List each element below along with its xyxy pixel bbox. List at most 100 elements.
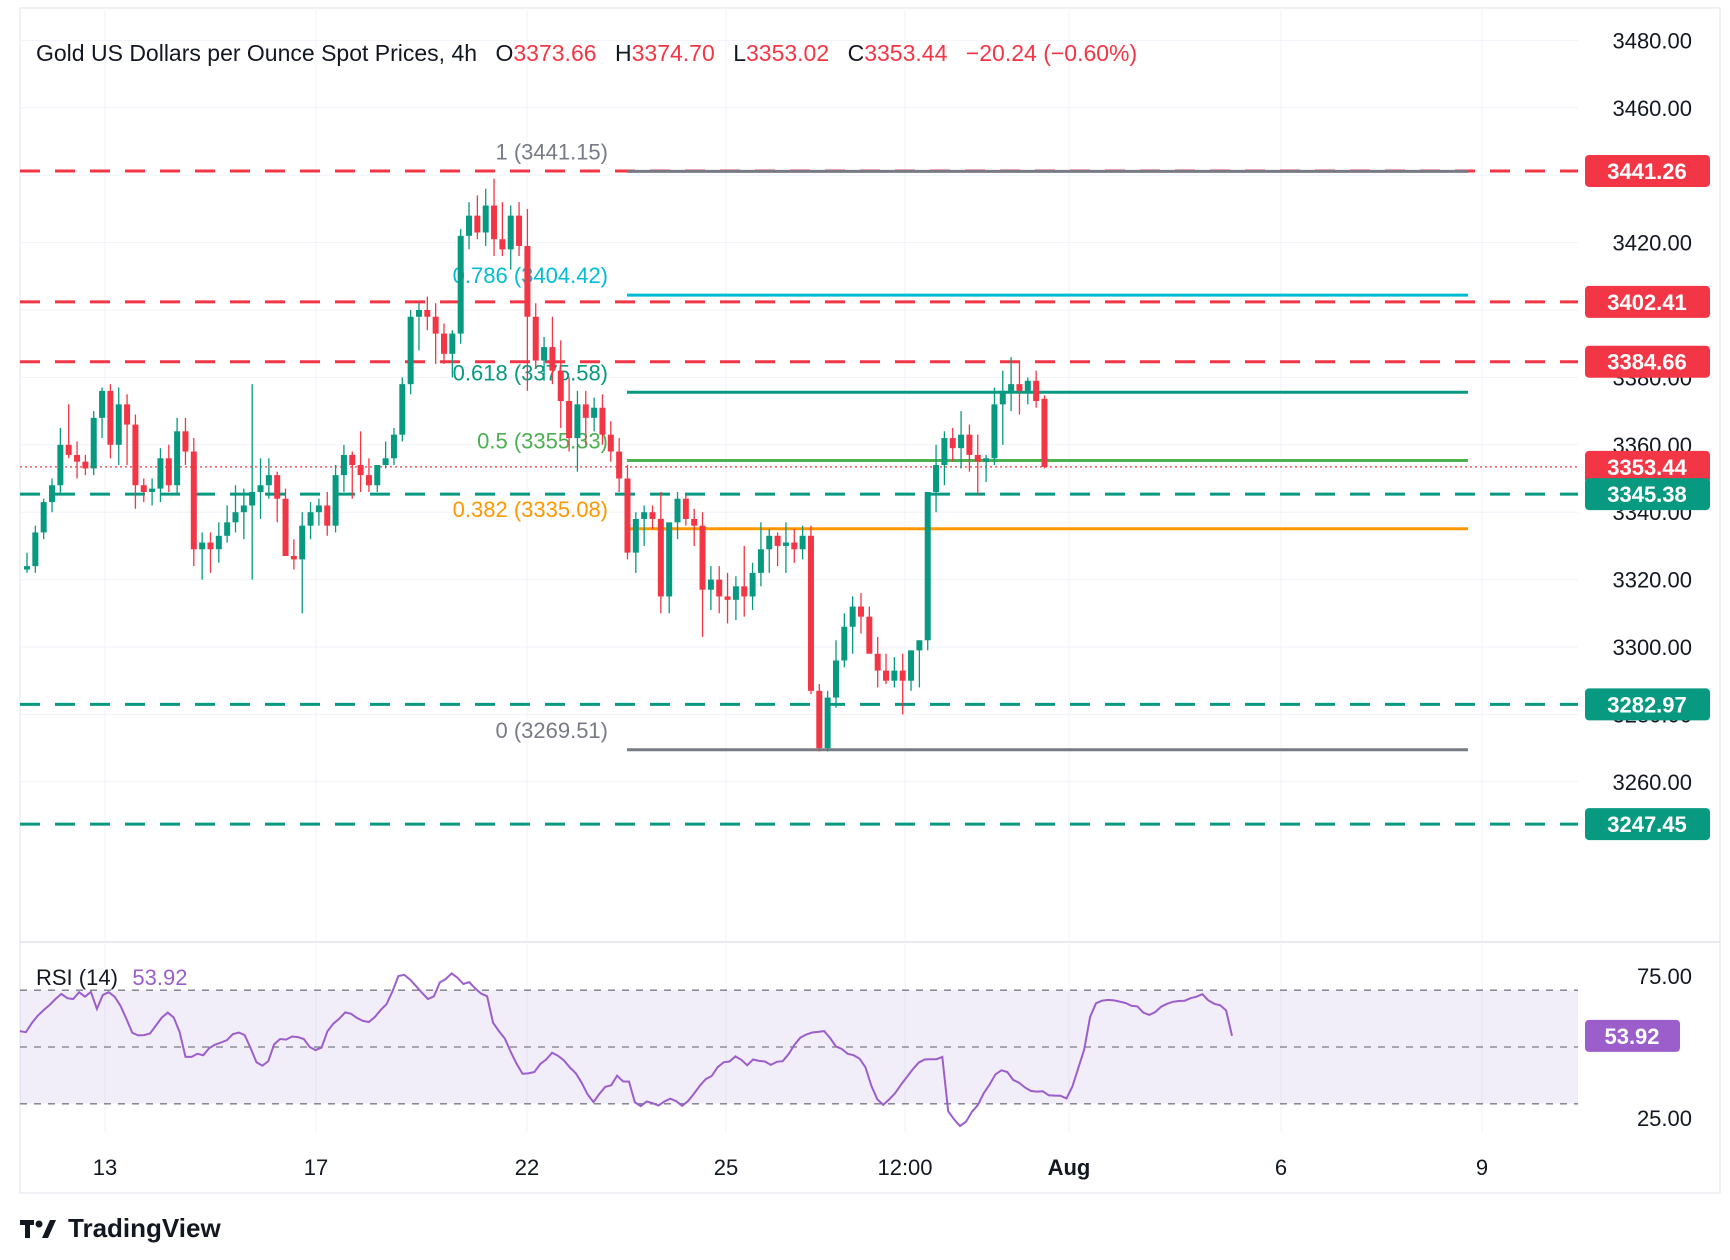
- y-tick-label: 3300.00: [1612, 635, 1692, 660]
- candle: [257, 458, 264, 519]
- y-tick-label: 3420.00: [1612, 231, 1692, 256]
- candle-body: [182, 431, 189, 452]
- candle-body: [999, 390, 1006, 405]
- candle-body: [899, 670, 906, 681]
- price-pill-bg: [1585, 345, 1710, 378]
- candle-body: [616, 451, 623, 479]
- candle-body: [65, 444, 72, 455]
- candle: [90, 411, 97, 476]
- candle-body: [774, 535, 781, 546]
- candle: [174, 417, 181, 496]
- price-pill-label: 3353.44: [1607, 455, 1687, 480]
- candle-body: [199, 542, 206, 550]
- candle-body: [799, 535, 806, 550]
- x-tick-label: 13: [93, 1155, 117, 1180]
- candle: [265, 458, 272, 499]
- candle: [40, 498, 47, 540]
- candle: [841, 613, 848, 668]
- close-label: C: [848, 40, 865, 66]
- rsi-header: RSI (14) 53.92: [36, 965, 187, 990]
- candle-body: [374, 465, 381, 486]
- candle-body: [866, 616, 873, 654]
- candle: [199, 532, 206, 580]
- candle: [883, 653, 890, 685]
- candle: [582, 390, 589, 445]
- candle-body: [958, 434, 965, 449]
- y-tick-label: 3320.00: [1612, 568, 1692, 593]
- candle: [140, 478, 147, 503]
- candle-body: [682, 498, 689, 519]
- candle: [716, 566, 723, 614]
- candle-body: [232, 512, 239, 523]
- candle: [816, 684, 823, 752]
- candle-body: [49, 485, 56, 503]
- candle: [699, 512, 706, 637]
- candle-body: [791, 542, 798, 550]
- rsi-value: 53.92: [132, 965, 187, 990]
- candle-body: [274, 475, 281, 499]
- candle-body: [132, 424, 139, 486]
- candle: [532, 303, 539, 368]
- candle-body: [149, 488, 156, 492]
- candle: [290, 539, 297, 570]
- candle: [432, 303, 439, 364]
- candle-body: [933, 465, 940, 492]
- candle: [916, 640, 923, 688]
- candle: [924, 491, 931, 651]
- candle: [707, 566, 714, 610]
- candle: [157, 448, 164, 503]
- candle-body: [1033, 380, 1040, 401]
- candle-body: [949, 438, 956, 449]
- candle: [1024, 377, 1031, 405]
- candle: [240, 488, 247, 540]
- candle: [832, 640, 839, 708]
- candle-body: [124, 404, 131, 425]
- candle: [299, 512, 306, 614]
- candle-body: [399, 384, 406, 435]
- candle: [332, 465, 339, 533]
- candle-body: [265, 475, 272, 486]
- candle-body: [224, 522, 231, 536]
- candle-body: [916, 640, 923, 651]
- candle: [674, 491, 681, 540]
- candle-body: [507, 215, 514, 250]
- candle-body: [74, 454, 81, 462]
- candle-body: [215, 535, 222, 550]
- fib-level-label: 0.618 (3375.58): [453, 360, 608, 385]
- candle-body: [574, 404, 581, 439]
- fib-level-label: 0 (3269.51): [495, 718, 608, 743]
- price-pill: 3384.66: [1585, 345, 1710, 378]
- candle: [574, 390, 581, 472]
- candle: [741, 545, 748, 617]
- candle-body: [858, 606, 864, 617]
- x-tick-label: 17: [304, 1155, 328, 1180]
- open-value: 3373.66: [513, 40, 596, 66]
- tradingview-logo[interactable]: TradingView: [20, 1213, 221, 1244]
- candle: [82, 454, 89, 476]
- candle-body: [165, 458, 172, 486]
- candle-body: [699, 525, 706, 590]
- candle: [941, 431, 948, 486]
- candle-body: [849, 606, 856, 627]
- candle-body: [891, 670, 898, 681]
- candle-body: [407, 316, 414, 385]
- candle: [1016, 360, 1023, 415]
- candle: [482, 188, 489, 246]
- candle: [415, 303, 422, 351]
- candle-body: [441, 333, 447, 354]
- candle-body: [908, 650, 915, 681]
- candle-body: [541, 347, 548, 361]
- candle-body: [466, 215, 473, 236]
- candle: [1041, 395, 1048, 469]
- price-pill-bg: [1585, 154, 1710, 187]
- candle: [757, 522, 764, 587]
- candle: [999, 370, 1006, 445]
- candle-body: [390, 434, 397, 459]
- candle: [491, 178, 498, 257]
- price-pill: 3402.41: [1585, 285, 1710, 318]
- rsi-band: [20, 989, 1578, 1105]
- candle-body: [491, 205, 498, 240]
- close-value: 3353.44: [864, 40, 947, 66]
- candle: [724, 572, 731, 624]
- y-tick-label: 3480.00: [1612, 28, 1692, 53]
